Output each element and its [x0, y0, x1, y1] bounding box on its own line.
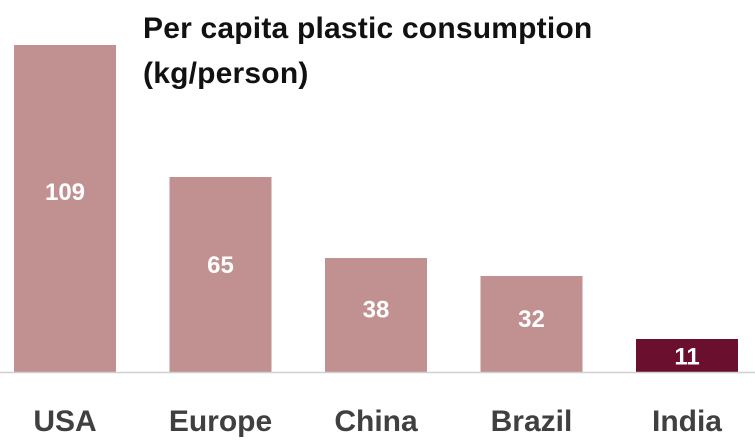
category-labels-group: USA Europe China Brazil India [33, 405, 722, 438]
bar-china [325, 258, 427, 372]
category-label-india: India [652, 405, 722, 438]
chart-title: Per capita plastic consumption (kg/perso… [143, 12, 593, 90]
category-label-brazil: Brazil [491, 405, 573, 438]
bar-usa [14, 45, 116, 372]
category-label-china: China [334, 405, 418, 438]
bars-group [14, 45, 738, 372]
value-label-europe: 65 [207, 252, 234, 279]
value-label-india: 11 [674, 344, 699, 371]
bar-india [636, 339, 738, 372]
value-labels-group: 109 65 38 32 11 [45, 179, 700, 370]
value-label-brazil: 32 [518, 306, 545, 333]
category-label-europe: Europe [169, 405, 272, 438]
category-label-usa: USA [33, 405, 96, 438]
bar-europe [169, 177, 272, 372]
bar-brazil [480, 276, 583, 372]
value-label-china: 38 [363, 296, 390, 323]
value-label-usa: 109 [45, 179, 85, 206]
